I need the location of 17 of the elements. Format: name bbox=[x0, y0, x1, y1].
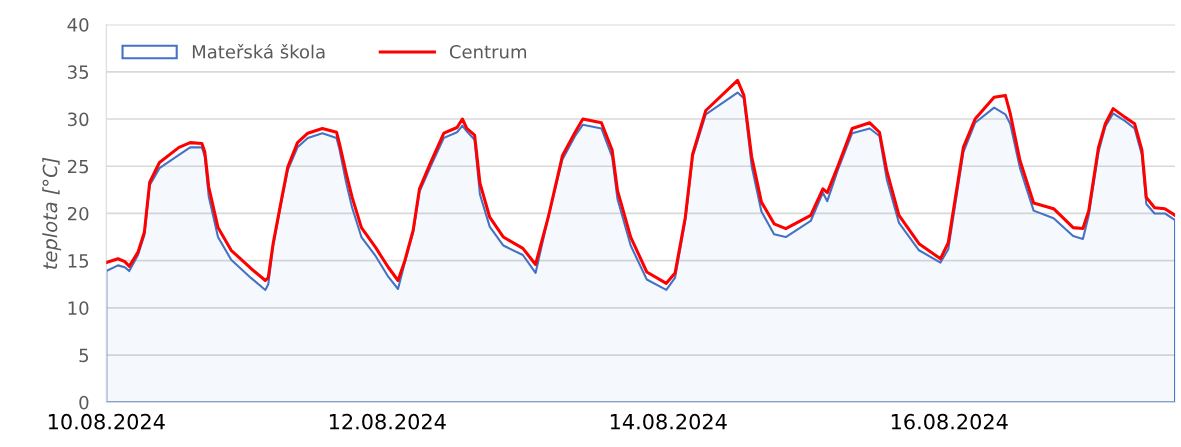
y-tick-label: 20 bbox=[67, 206, 89, 221]
x-tick-label: 16.08.2024 bbox=[891, 413, 1008, 430]
y-tick-label: 0 bbox=[79, 395, 89, 410]
y-tick-label: 25 bbox=[67, 159, 89, 174]
y-tick-label: 30 bbox=[68, 112, 89, 127]
x-tick-label: 10.08.2024 bbox=[48, 413, 165, 430]
y-tick-label: 40 bbox=[67, 18, 89, 32]
legend-label: Mateřská škola bbox=[192, 43, 325, 59]
y-tick-label: 35 bbox=[68, 65, 89, 79]
x-tick-label: 14.08.2024 bbox=[610, 413, 727, 430]
line-series bbox=[106, 78, 1176, 285]
legend-label: Centrum bbox=[449, 44, 527, 59]
y-tick-label: 10 bbox=[68, 301, 89, 315]
y-axis-title: teplota [°C] bbox=[42, 157, 62, 269]
x-tick-label: 12.08.2024 bbox=[329, 413, 446, 430]
y-tick-label: 5 bbox=[79, 348, 89, 363]
y-tick-label: 15 bbox=[68, 254, 89, 268]
